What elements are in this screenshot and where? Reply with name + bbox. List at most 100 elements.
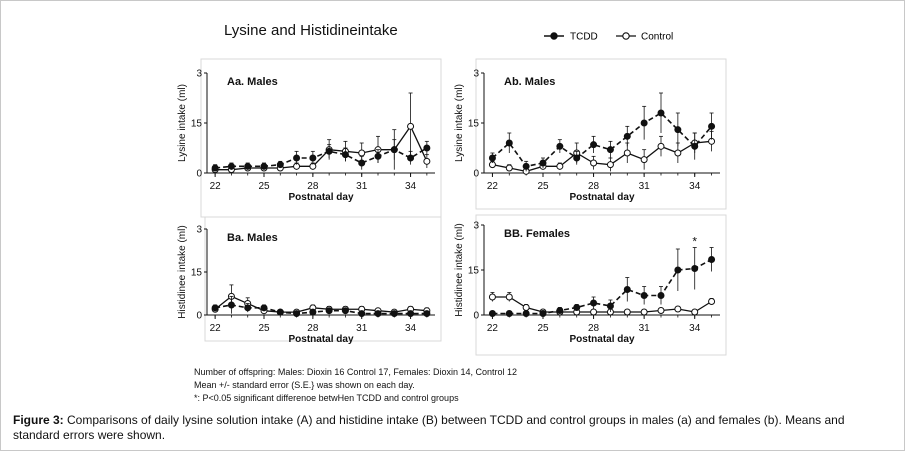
y-axis-label: Lysine intake (ml) [454,84,465,162]
data-point-tcdd [674,126,682,134]
y-tick-label: 3 [196,225,202,236]
chart-panel-aa-males: Aa. Males 0 15 3 22 25 28 31 34 Postnatal day Lysi… [177,58,442,218]
y-tick-label: 0 [196,311,202,322]
significance-marker: * [692,235,697,249]
x-tick-label: 34 [405,181,417,192]
y-tick-label: 0 [473,169,479,180]
data-point-tcdd [211,304,219,312]
x-tick-label: 25 [258,323,270,334]
data-point-tcdd [325,307,333,315]
x-tick-label: 28 [588,181,600,192]
y-axis-label: Histidinee intake (ml) [177,225,188,318]
note-mean-se: Mean +/- standard error (S.E.} was shown… [194,380,415,390]
data-point-tcdd [657,292,665,299]
y-tick-label: 15 [191,119,203,130]
data-point-tcdd [522,162,530,170]
data-point-tcdd [211,164,219,172]
data-point-tcdd [309,154,317,162]
legend-control-marker [622,32,630,40]
figure-caption: Figure 3: Comparisons of daily lysine so… [13,413,893,443]
series-tcdd [488,92,716,172]
data-point-tcdd [556,307,564,314]
data-point-tcdd [293,154,301,162]
data-point-control [640,308,648,316]
data-point-tcdd [374,310,382,318]
data-point-tcdd [244,304,252,312]
series-tcdd [488,247,716,317]
x-tick-label: 25 [537,181,549,192]
x-tick-label: 34 [405,323,417,334]
data-point-control [407,122,415,130]
x-tick-label: 31 [356,323,368,334]
panel-title: Ab. Males [504,76,555,88]
chart-legend: TCDD Control [544,32,673,43]
data-point-tcdd [623,286,631,293]
data-point-tcdd [573,304,581,311]
data-point-tcdd [358,159,366,167]
y-axis-label: Lysine intake (ml) [177,84,188,162]
series-line-tcdd [491,111,713,168]
y-tick-label: 15 [468,266,480,277]
data-point-tcdd [488,154,496,162]
data-point-tcdd [341,151,349,159]
chart-panel-ab-males: Ab. Males 0 15 3 22 25 28 31 34 Postnatal day Lysi… [454,58,727,210]
data-point-tcdd [276,161,284,169]
data-point-tcdd [244,162,252,170]
data-point-control [556,162,564,170]
y-tick-label: 0 [473,311,479,322]
data-point-tcdd [539,310,547,317]
data-point-control [623,149,631,157]
x-tick-label: 31 [639,323,651,334]
legend-tcdd-label: TCDD [570,32,598,43]
data-point-control [505,293,513,301]
x-tick-label: 31 [356,181,368,192]
figure-notes: Number of offspring: Males: Dioxin 16 Co… [194,366,517,405]
data-point-control [358,149,366,157]
series-control [211,92,431,174]
data-point-control [423,157,431,165]
data-point-tcdd [606,146,614,154]
data-point-tcdd [309,308,317,316]
figure-main-title: Lysine and Histidineintake [224,22,398,39]
data-point-tcdd [390,146,398,154]
panel-frame-box [475,58,727,210]
panel-frame-box [475,214,727,356]
series-tcdd [211,295,431,318]
y-tick-label: 15 [191,268,203,279]
data-point-tcdd [674,266,682,274]
data-point-tcdd [407,154,415,162]
panel-title: Aa. Males [227,76,278,88]
note-offspring: Number of offspring: Males: Dioxin 16 Co… [194,367,517,377]
panel-title: Ba. Males [227,232,278,244]
y-tick-label: 3 [473,69,479,80]
chart-panel-ba-males: Ba. Males 0 15 3 22 25 28 31 34 Postnatal day Hist… [177,216,442,345]
data-point-tcdd [260,162,268,170]
series-tcdd [211,139,431,172]
legend-entry-tcdd: TCDD [544,32,598,43]
x-tick-label: 25 [537,323,549,334]
data-point-tcdd [358,310,366,318]
data-point-tcdd [407,310,415,318]
data-point-control [640,156,648,164]
y-tick-label: 3 [473,221,479,232]
data-point-control [674,305,682,313]
x-tick-label: 28 [307,181,319,192]
x-tick-label: 25 [258,181,270,192]
data-point-tcdd [423,144,431,152]
data-point-tcdd [590,141,598,149]
y-axis-label: Histidinee intake (ml) [454,223,465,316]
x-tick-label: 22 [487,181,499,192]
data-point-tcdd [522,310,530,317]
x-tick-label: 28 [307,323,319,334]
data-point-tcdd [423,310,431,318]
x-tick-label: 34 [689,323,701,334]
data-point-control [691,308,699,316]
data-point-tcdd [640,119,648,127]
x-axis-label: Postnatal day [288,334,353,345]
legend-tcdd-marker [550,32,558,40]
y-tick-label: 0 [196,169,202,180]
data-point-tcdd [374,152,382,160]
data-point-control [623,308,631,316]
x-tick-label: 22 [210,323,222,334]
data-point-tcdd [590,299,598,307]
